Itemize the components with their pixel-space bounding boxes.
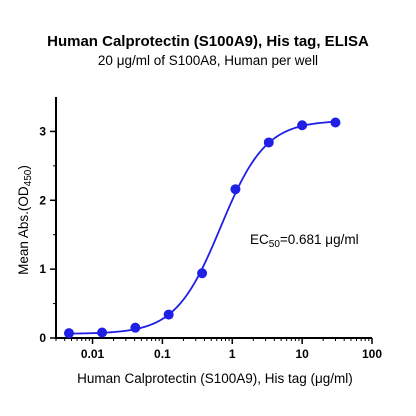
y-tick-label: 2 (39, 193, 46, 207)
y-tick-label: 0 (39, 331, 46, 345)
x-tick-label: 0.01 (81, 347, 105, 361)
ec50-value: =0.681 μg/ml (280, 232, 359, 247)
y-axis-label-subscript: 450 (23, 169, 34, 186)
data-points (63, 117, 341, 339)
y-axis-label-end: ) (16, 165, 31, 170)
fit-curve (68, 120, 336, 335)
data-point (63, 328, 74, 339)
ec50-subscript: 50 (269, 239, 281, 250)
data-point (230, 184, 241, 195)
data-point (263, 137, 274, 148)
data-point (297, 120, 308, 131)
y-axis-ticks: 0 1 2 3 (39, 124, 56, 345)
y-tick-label: 1 (39, 262, 46, 276)
x-axis-ticks: 0.01 0.1 1 10 100 (55, 338, 382, 361)
ec50-annotation: EC50=0.681 μg/ml (250, 232, 359, 250)
ec50-prefix: EC (250, 232, 269, 247)
x-tick-label: 10 (295, 347, 309, 361)
x-tick-label: 1 (229, 347, 236, 361)
y-axis-label: Mean Abs.(OD450) (16, 165, 34, 275)
x-tick-label: 100 (362, 347, 382, 361)
data-point (163, 309, 174, 320)
chart-subtitle: 20 μg/ml of S100A8, Human per well (97, 53, 319, 68)
data-point (330, 117, 341, 128)
x-axis-label: Human Calprotectin (S100A9), His tag (μg… (77, 371, 353, 386)
y-tick-label: 3 (39, 124, 46, 138)
data-point (97, 327, 108, 338)
axes (55, 97, 372, 339)
chart-title: Human Calprotectin (S100A9), His tag, EL… (47, 33, 369, 50)
y-axis-label-main: Mean Abs.(OD (16, 186, 31, 275)
data-point (197, 268, 208, 279)
data-point (130, 322, 141, 333)
x-tick-label: 0.1 (154, 347, 171, 361)
